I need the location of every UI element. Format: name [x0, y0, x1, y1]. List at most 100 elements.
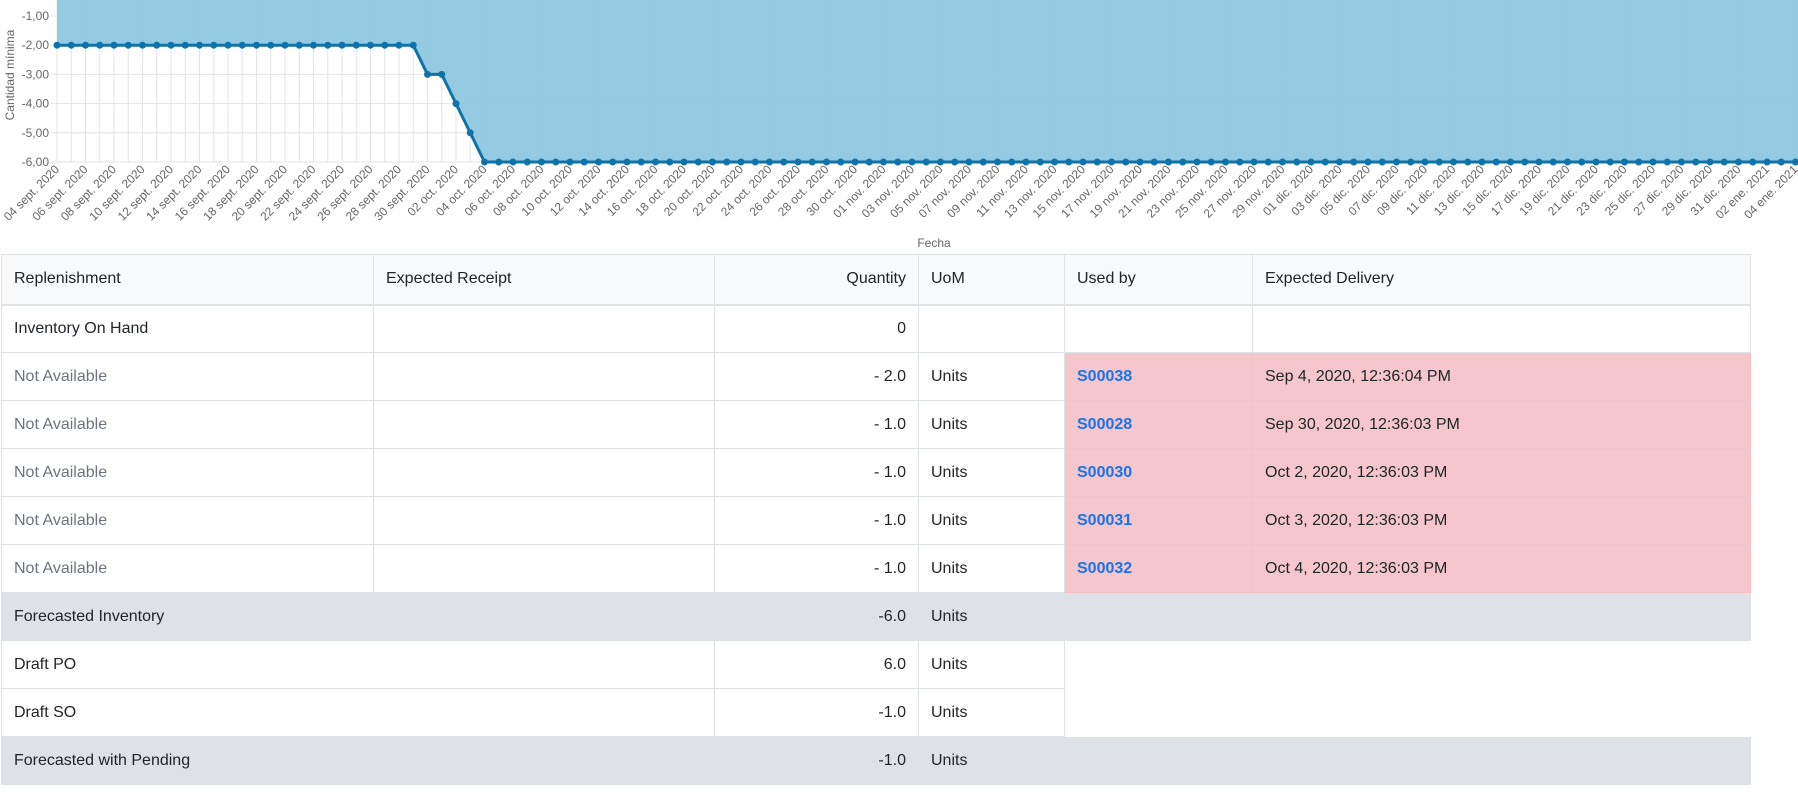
chart-point [1735, 158, 1742, 166]
sale-order-link[interactable]: S00038 [1077, 367, 1133, 385]
chart-point [623, 158, 631, 166]
chart-point [253, 41, 260, 49]
chart-point [1749, 158, 1757, 166]
chart-point [224, 41, 232, 49]
uom-cell: Units [918, 400, 1065, 449]
chart-point [965, 158, 973, 166]
chart-point [1535, 158, 1543, 166]
chart-point [1492, 158, 1500, 166]
footer-spacer [1064, 736, 1751, 785]
header-used-by: Used by [1064, 254, 1253, 306]
expected-receipt-cell [373, 544, 715, 593]
chart-point [1592, 158, 1600, 166]
chart-point [1264, 158, 1272, 166]
expected-delivery-cell: Sep 30, 2020, 12:36:03 PM [1252, 400, 1751, 449]
chart-point [381, 41, 389, 49]
chart-point [1321, 158, 1329, 166]
chart-point [295, 41, 303, 49]
y-tick-label: -4,00 [22, 97, 50, 111]
chart-point [438, 70, 446, 78]
replenishment-cell: Not Available [1, 544, 374, 593]
chart-point [1079, 158, 1087, 166]
on-hand-row: Inventory On Hand 0 [1, 304, 1751, 353]
chart-point [124, 41, 132, 49]
chart-point [53, 41, 61, 49]
chart-point [1706, 158, 1714, 166]
table-row: Not Available - 1.0 Units S00032 Oct 4, 2020… [1, 544, 1751, 593]
footer-quantity: -1.0 [714, 688, 919, 737]
footer-uom: Units [918, 640, 1065, 689]
chart-point [452, 100, 460, 108]
chart-point [1279, 158, 1286, 166]
chart-point [937, 158, 944, 166]
chart-point [1720, 158, 1728, 166]
chart-point [1350, 158, 1358, 166]
table-row: Not Available - 1.0 Units S00030 Oct 2, 2020… [1, 448, 1751, 497]
chart-point [1008, 158, 1016, 166]
header-uom: UoM [918, 254, 1065, 306]
footer-label: Draft SO [1, 688, 715, 737]
footer-quantity: -1.0 [714, 736, 919, 785]
chart-point [167, 41, 175, 49]
on-hand-delivery [1252, 304, 1751, 353]
sale-order-link[interactable]: S00028 [1077, 415, 1133, 433]
quantity-cell: - 1.0 [714, 496, 919, 545]
expected-delivery-cell: Oct 3, 2020, 12:36:03 PM [1252, 496, 1751, 545]
chart-point [1150, 158, 1158, 166]
chart-point [1108, 158, 1115, 166]
footer-row: Draft SO -1.0 Units [1, 688, 1751, 737]
chart-points [53, 41, 1798, 166]
chart-point [1421, 158, 1429, 166]
replenishment-cell: Not Available [1, 448, 374, 497]
chart-point [694, 158, 702, 166]
chart-point [1564, 158, 1571, 166]
chart-point [495, 158, 503, 166]
chart-point [523, 158, 531, 166]
chart-point [922, 158, 930, 166]
table-row: Not Available - 1.0 Units S00031 Oct 3, 2020… [1, 496, 1751, 545]
footer-row: Draft PO 6.0 Units [1, 640, 1751, 689]
chart-point [979, 158, 987, 166]
chart-point [281, 41, 289, 49]
y-axis-title: Cantidad mínima [3, 29, 17, 120]
expected-receipt-cell [373, 448, 715, 497]
chart-point [751, 158, 759, 166]
used-by-cell: S00030 [1064, 448, 1253, 497]
header-expected-receipt: Expected Receipt [373, 254, 715, 306]
footer-spacer [1065, 641, 1751, 689]
expected-receipt-cell [373, 496, 715, 545]
on-hand-quantity: 0 [714, 304, 919, 353]
chart-point [1407, 158, 1415, 166]
chart-point [566, 158, 574, 166]
chart-point [1051, 158, 1058, 166]
chart-point [1464, 158, 1472, 166]
chart-point [238, 41, 246, 49]
chart-point [1549, 158, 1557, 166]
x-axis-title: Fecha [917, 236, 951, 250]
sale-order-link[interactable]: S00030 [1077, 463, 1133, 481]
footer-label: Forecasted Inventory [1, 592, 715, 641]
chart-point [780, 158, 788, 166]
sale-order-link[interactable]: S00031 [1077, 511, 1133, 529]
chart-point [1621, 158, 1628, 166]
used-by-cell: S00028 [1064, 400, 1253, 449]
chart-series-line [57, 43, 1798, 164]
chart-point [908, 158, 916, 166]
chart-point [1307, 158, 1315, 166]
used-by-cell: S00032 [1064, 544, 1253, 593]
footer-row: Forecasted Inventory -6.0 Units [1, 592, 1751, 641]
chart-point [1792, 158, 1798, 166]
chart-point [481, 158, 488, 166]
chart-point [552, 158, 560, 166]
chart-point [324, 41, 332, 49]
chart-point [96, 41, 104, 49]
uom-cell: Units [918, 496, 1065, 545]
chart-point [110, 41, 118, 49]
chart-point [181, 41, 189, 49]
chart-point [1478, 158, 1486, 166]
table-header-row: Replenishment Expected Receipt Quantity … [1, 254, 1751, 306]
sale-order-link[interactable]: S00032 [1077, 559, 1133, 577]
header-expected-delivery: Expected Delivery [1252, 254, 1751, 306]
footer-spacer [1064, 592, 1751, 641]
